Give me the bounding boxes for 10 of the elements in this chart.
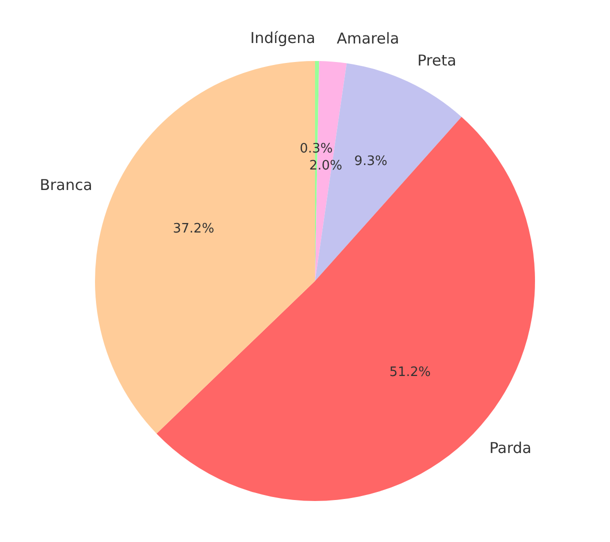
data-label: 37.2% bbox=[172, 222, 214, 237]
data-label: 0.3% bbox=[300, 141, 333, 156]
data-label: 2.0% bbox=[309, 158, 342, 174]
slice-label: Amarela bbox=[336, 30, 400, 48]
data-label: 51.2% bbox=[389, 364, 431, 380]
slice-label: Branca bbox=[40, 176, 92, 194]
data-label: 9.3% bbox=[354, 154, 388, 169]
slice-label: Indígena bbox=[250, 28, 316, 47]
slice-label: Parda bbox=[489, 438, 532, 457]
slice-label: Preta bbox=[417, 52, 456, 70]
